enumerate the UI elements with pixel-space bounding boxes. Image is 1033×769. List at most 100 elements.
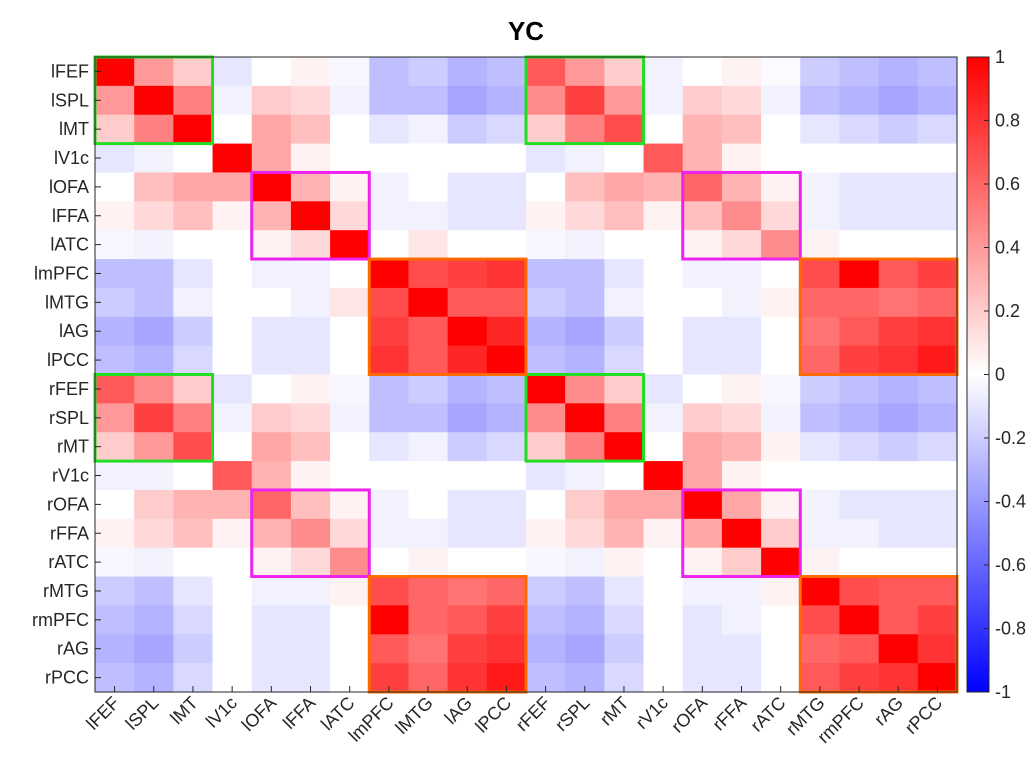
- heatmap-cell: [486, 230, 527, 260]
- heatmap-cell: [800, 57, 841, 87]
- heatmap-cell: [134, 230, 174, 260]
- heatmap-cell: [408, 259, 449, 289]
- y-tick-label: lOFA: [49, 177, 89, 197]
- heatmap-cell: [526, 143, 566, 174]
- heatmap-cell: [565, 547, 605, 578]
- heatmap-cell: [408, 605, 449, 635]
- heatmap-cell: [800, 345, 841, 376]
- heatmap-cell: [251, 489, 292, 520]
- heatmap-cell: [604, 85, 645, 116]
- heatmap-cell: [447, 605, 488, 635]
- heatmap-cell: [917, 57, 958, 87]
- colorbar-tick-label: -0.2: [995, 428, 1026, 448]
- heatmap-cell: [800, 374, 841, 404]
- heatmap-cell: [682, 85, 723, 116]
- heatmap-cell: [134, 172, 174, 202]
- heatmap-cell: [761, 143, 801, 174]
- heatmap-cell: [604, 114, 645, 145]
- heatmap-cell: [839, 489, 880, 520]
- heatmap-cell: [173, 85, 214, 116]
- heatmap-cell: [95, 432, 135, 462]
- heatmap-cell: [95, 547, 135, 578]
- heatmap-cell: [486, 287, 527, 318]
- heatmap-cell: [95, 57, 135, 87]
- heatmap-cell: [917, 287, 958, 318]
- heatmap-cell: [604, 57, 645, 87]
- heatmap-cell: [878, 547, 919, 578]
- heatmap-cell: [682, 114, 723, 145]
- heatmap-cell: [643, 576, 684, 607]
- heatmap-cell: [212, 605, 253, 635]
- heatmap-cell: [800, 259, 841, 289]
- heatmap-cell: [330, 403, 370, 433]
- heatmap-cell: [173, 316, 214, 347]
- heatmap-cell: [565, 634, 605, 664]
- heatmap-cell: [878, 403, 919, 433]
- y-tick-label: lFEF: [51, 61, 89, 81]
- heatmap-cell: [721, 172, 762, 202]
- heatmap-cell: [173, 114, 214, 145]
- heatmap-cell: [408, 547, 449, 578]
- heatmap-cell: [839, 201, 880, 231]
- heatmap-cell: [486, 114, 527, 145]
- heatmap-cell: [761, 172, 801, 202]
- heatmap-cell: [721, 605, 762, 635]
- heatmap-cell: [604, 403, 645, 433]
- heatmap-cell: [290, 316, 331, 347]
- heatmap-cell: [721, 403, 762, 433]
- x-tick-label: lOFA: [238, 693, 280, 735]
- heatmap-cell: [721, 489, 762, 520]
- heatmap-cell: [917, 605, 958, 635]
- heatmap-cell: [173, 172, 214, 202]
- heatmap-cell: [682, 172, 723, 202]
- x-tick-label: rMT: [596, 693, 633, 730]
- heatmap-cell: [447, 287, 488, 318]
- heatmap-cell: [447, 345, 488, 376]
- heatmap-cell: [486, 403, 527, 433]
- heatmap-cell: [330, 316, 370, 347]
- heatmap-cell: [486, 85, 527, 116]
- heatmap-cell: [839, 114, 880, 145]
- heatmap-cell: [761, 259, 801, 289]
- heatmap-cell: [917, 374, 958, 404]
- heatmap-cell: [408, 461, 449, 491]
- heatmap-cell: [800, 403, 841, 433]
- heatmap-cell: [643, 172, 684, 202]
- heatmap-cell: [95, 201, 135, 231]
- heatmap-cell: [643, 57, 684, 87]
- heatmap-cell: [526, 432, 566, 462]
- heatmap-cell: [682, 143, 723, 174]
- heatmap-cell: [134, 634, 174, 664]
- heatmap-cell: [800, 461, 841, 491]
- heatmap-cell: [330, 634, 370, 664]
- heatmap-cell: [604, 201, 645, 231]
- heatmap-cell: [408, 114, 449, 145]
- heatmap-cell: [369, 634, 410, 664]
- heatmap-cell: [173, 201, 214, 231]
- heatmap-cell: [878, 605, 919, 635]
- heatmap-cell: [212, 259, 253, 289]
- heatmap-cell: [408, 403, 449, 433]
- colorbar-tick-label: -0.4: [995, 492, 1026, 512]
- heatmap-cell: [761, 57, 801, 87]
- heatmap-cell: [565, 230, 605, 260]
- heatmap-cell: [369, 259, 410, 289]
- heatmap-cell: [330, 576, 370, 607]
- heatmap-cell: [917, 461, 958, 491]
- heatmap-cell: [330, 547, 370, 578]
- heatmap-cell: [878, 576, 919, 607]
- heatmap-cell: [604, 461, 645, 491]
- heatmap-cell: [447, 374, 488, 404]
- heatmap-cell: [173, 345, 214, 376]
- heatmap-cell: [761, 547, 801, 578]
- heatmap-cell: [486, 201, 527, 231]
- heatmap-cell: [173, 547, 214, 578]
- y-tick-label: rFEF: [49, 379, 89, 399]
- heatmap-cell: [839, 605, 880, 635]
- heatmap-cell: [721, 345, 762, 376]
- heatmap-cell: [721, 57, 762, 87]
- heatmap-cell: [290, 201, 331, 231]
- y-tick-label: rAG: [57, 639, 89, 659]
- heatmap-cells: [95, 57, 958, 693]
- heatmap-cell: [643, 547, 684, 578]
